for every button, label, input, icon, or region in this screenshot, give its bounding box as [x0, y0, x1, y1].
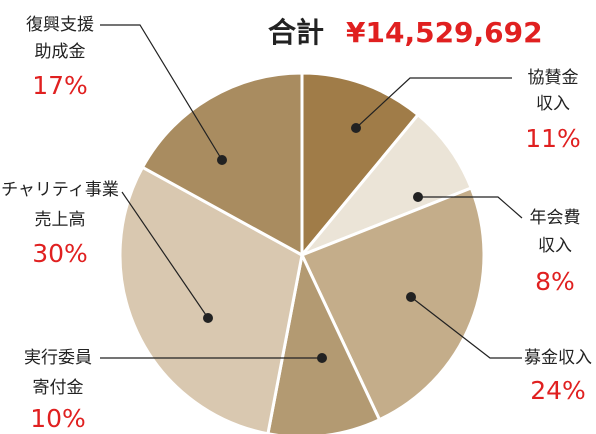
- leader-dot: [203, 313, 213, 323]
- slice-label: チャリティ事業: [1, 180, 119, 200]
- leader-dot: [317, 353, 327, 363]
- slice-label: 復興支援: [26, 15, 94, 35]
- value-label: 30%: [32, 239, 88, 268]
- leader-line: [410, 296, 522, 359]
- value-label: 17%: [32, 71, 88, 100]
- value-label: 11%: [525, 124, 581, 153]
- pie-slice: [300, 112, 474, 257]
- leader-line: [100, 24, 223, 161]
- leader-line: [121, 191, 209, 319]
- slice-label: 寄付金: [33, 378, 84, 398]
- slice-label: 収入: [536, 94, 570, 114]
- slice-label: 協賛金: [528, 68, 579, 88]
- slice-label: 募金収入: [524, 348, 592, 368]
- leader-dot: [351, 123, 361, 133]
- chart-title: 合計: [268, 16, 324, 49]
- pie-slice: [118, 165, 304, 434]
- slice-label: 売上高: [35, 210, 86, 230]
- slice-label: 助成金: [35, 42, 86, 62]
- value-label: 24%: [530, 376, 586, 405]
- value-label: 10%: [30, 404, 86, 433]
- pie-slice: [299, 186, 486, 422]
- leader-line: [355, 77, 512, 129]
- slice-label: 収入: [538, 236, 572, 256]
- leader-line: [418, 196, 523, 219]
- pie-slice: [266, 250, 382, 434]
- slice-label: 実行委員: [24, 348, 92, 368]
- slice-label: 年会費: [530, 208, 581, 228]
- leader-dot: [413, 192, 423, 202]
- total: ¥14,529,692: [346, 16, 543, 49]
- value-label: 8%: [535, 267, 575, 296]
- pie-slice: [300, 71, 421, 260]
- leader-dot: [217, 155, 227, 165]
- leader-dot: [406, 292, 416, 302]
